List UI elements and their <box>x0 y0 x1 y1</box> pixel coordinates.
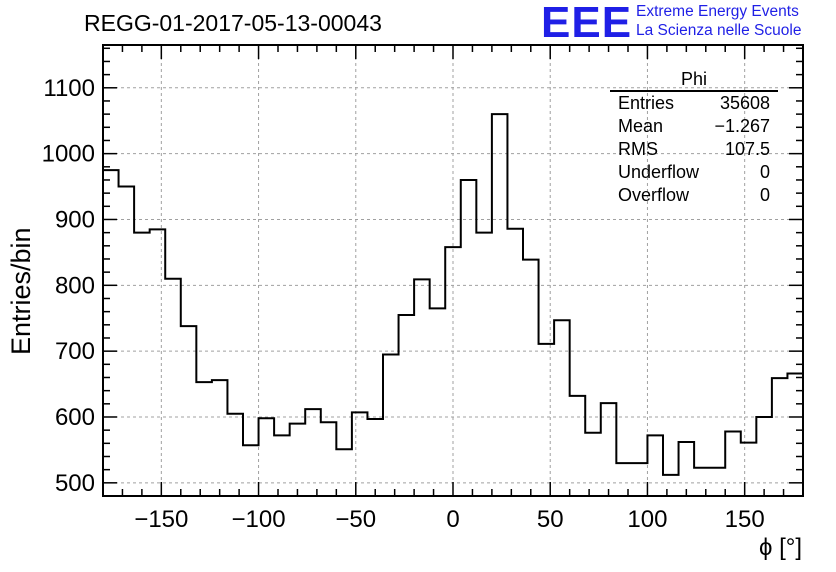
stats-label: Overflow <box>618 184 689 207</box>
histogram-bin <box>430 308 446 496</box>
histogram-bin <box>461 180 477 496</box>
stats-row: Mean −1.267 <box>610 115 778 138</box>
chart-title: REGG-01-2017-05-13-00043 <box>84 10 382 37</box>
y-tick-label: 800 <box>55 272 95 299</box>
stats-row: RMS 107.5 <box>610 138 778 161</box>
y-tick-label: 600 <box>55 404 95 431</box>
histogram-bin <box>663 475 679 496</box>
x-tick-label: 0 <box>446 506 459 533</box>
histogram-bin <box>383 354 399 496</box>
y-tick-label: 1000 <box>42 141 95 168</box>
histogram-bin <box>165 279 181 496</box>
histogram-bin <box>725 431 741 496</box>
logo-text: Extreme Energy Events La Scienza nelle S… <box>636 2 801 40</box>
histogram-bin <box>119 187 135 496</box>
histogram-bin <box>399 315 415 496</box>
histogram-bin <box>492 114 508 496</box>
y-tick-label: 900 <box>55 206 95 233</box>
x-tick-label: 100 <box>627 506 667 533</box>
stats-value: 107.5 <box>725 138 770 161</box>
stats-value: 0 <box>760 184 770 207</box>
stats-value: −1.267 <box>714 115 770 138</box>
histogram-bin <box>616 463 632 496</box>
histogram-bin <box>523 260 539 496</box>
x-tick-label: −50 <box>335 506 376 533</box>
histogram-bin <box>259 418 275 496</box>
x-tick-label: −100 <box>232 506 286 533</box>
histogram-bin <box>243 445 259 496</box>
histogram-bin <box>150 229 166 496</box>
histogram-bin <box>772 378 788 496</box>
y-axis-label: Entries/bin <box>6 227 37 355</box>
histogram-bin <box>570 396 586 496</box>
logo-line-1: Extreme Energy Events <box>636 2 801 21</box>
histogram-bin <box>227 414 243 496</box>
histogram-bin <box>507 229 523 496</box>
histogram-bin <box>196 382 212 496</box>
x-tick-label: 150 <box>725 506 765 533</box>
stats-row: Overflow 0 <box>610 184 778 207</box>
stats-label: RMS <box>618 138 658 161</box>
histogram-bin <box>756 417 772 496</box>
y-tick-label: 500 <box>55 470 95 497</box>
histogram-bin <box>647 435 663 496</box>
histogram-bin <box>710 468 726 496</box>
y-tick-label: 700 <box>55 338 95 365</box>
histogram-bin <box>367 419 383 496</box>
histogram-bin <box>476 233 492 496</box>
stats-title: Phi <box>610 68 778 92</box>
histogram-bin <box>134 233 150 496</box>
histogram-bin <box>679 442 695 496</box>
y-tick-label: 1100 <box>43 75 95 102</box>
stats-value: 35608 <box>720 92 770 115</box>
histogram-bin <box>787 374 803 496</box>
histogram-bin <box>212 380 228 496</box>
histogram-bin <box>352 412 368 496</box>
x-tick-label: 50 <box>537 506 564 533</box>
histogram-bin <box>321 422 337 496</box>
stats-row: Entries 35608 <box>610 92 778 115</box>
stats-value: 0 <box>760 161 770 184</box>
x-tick-label: −150 <box>134 506 188 533</box>
histogram-bin <box>336 449 352 496</box>
stats-label: Entries <box>618 92 674 115</box>
histogram-bin <box>632 463 648 496</box>
x-axis-label: ϕ [°] <box>759 534 802 562</box>
histogram-bin <box>414 279 430 496</box>
histogram-bin <box>694 468 710 496</box>
histogram-bin <box>290 424 306 496</box>
stats-row: Underflow 0 <box>610 161 778 184</box>
histogram-bin <box>554 320 570 496</box>
histogram-bin <box>274 435 290 496</box>
logo-line-2: La Scienza nelle Scuole <box>636 21 801 40</box>
histogram-bin <box>539 344 555 496</box>
eee-logo: EEE <box>541 1 632 45</box>
stats-label: Mean <box>618 115 663 138</box>
histogram-bin <box>585 433 601 496</box>
stats-box: Phi Entries 35608 Mean −1.267 RMS 107.5 … <box>610 68 778 207</box>
histogram-bin <box>741 443 757 496</box>
stats-label: Underflow <box>618 161 699 184</box>
